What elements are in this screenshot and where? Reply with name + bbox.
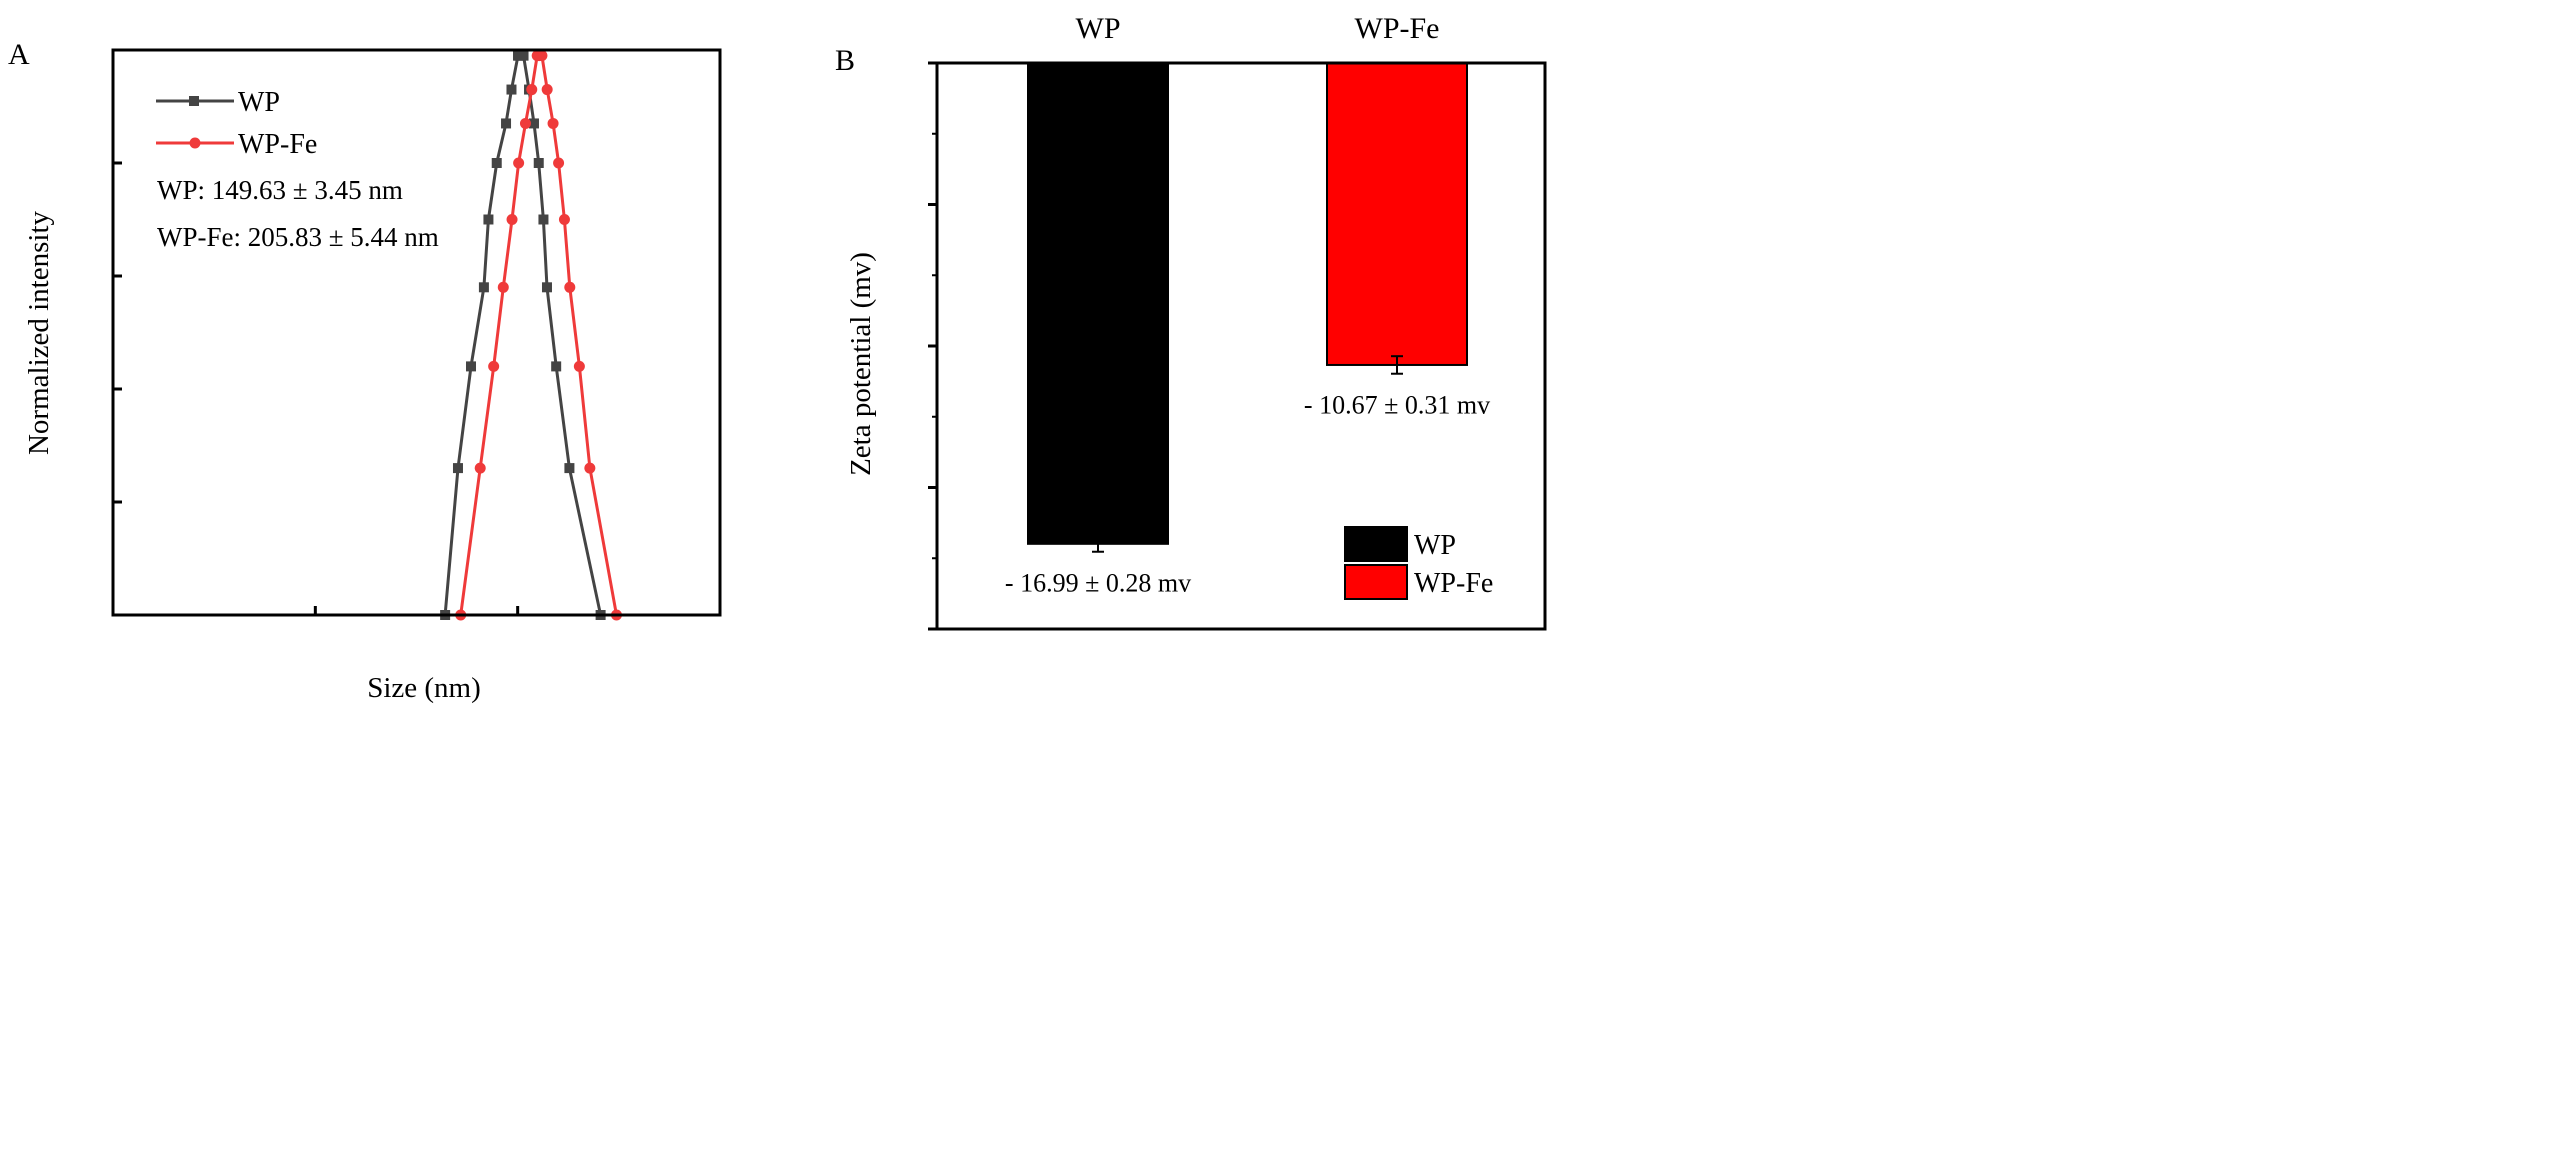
panel-a-legend-label: WP <box>238 87 280 118</box>
panel-b-legend-label: WP <box>1414 530 1456 561</box>
panel-a-wpfe-point <box>513 157 525 169</box>
panel-b-plot-area: - 16.99 ± 0.28 mv WP - 10.67 ± 0.31 mv WP-F… <box>928 12 1490 631</box>
panel-a-xlabel: Size (nm) <box>367 672 481 704</box>
panel-a-wpfe-point <box>519 117 531 129</box>
figure: A Size (nm) Normalized intensity WP WP-Fe… <box>8 12 1547 704</box>
panel-a-wp-point <box>528 118 539 129</box>
panel-a-chart: A Size (nm) Normalized intensity WP WP-Fe… <box>8 38 722 704</box>
panel-a-legend: WP WP-Fe <box>156 87 317 160</box>
panel-a-ylabel: Normalized intensity <box>23 210 55 455</box>
panel-a-wp-point <box>551 361 562 372</box>
panel-a-wpfe-point <box>474 462 486 474</box>
panel-a-wp-point <box>538 214 549 225</box>
panel-b-ylabel: Zeta potential (mv) <box>845 252 877 476</box>
panel-a-wpfe-point <box>488 360 500 372</box>
panel-a-annotation-wp: WP: 149.63 ± 3.45 nm <box>157 175 403 205</box>
panel-a-frame <box>111 48 722 617</box>
panel-b-category-label: WP-Fe <box>1355 12 1440 45</box>
panel-b-letter: B <box>835 44 855 77</box>
panel-a-wp-point <box>452 463 463 474</box>
panel-a-wpfe-point <box>564 281 576 293</box>
panel-b-bar-wp <box>1027 62 1169 545</box>
panel-b-frame <box>935 61 1547 631</box>
panel-a-wp-point <box>541 282 552 293</box>
panel-a-wp-point <box>518 50 529 61</box>
panel-b-legend: WP WP-Fe <box>1344 526 1493 600</box>
panel-a-wp-point <box>491 158 502 168</box>
panel-a-wpfe-point <box>536 50 548 62</box>
panel-b-data-label: - 16.99 ± 0.28 mv <box>1005 569 1191 598</box>
panel-a-wp-point <box>501 118 512 129</box>
panel-a-wpfe-point <box>558 214 570 225</box>
panel-b-legend-swatch <box>1344 564 1408 600</box>
panel-a-legend-marker <box>189 96 199 106</box>
panel-a-wpfe-point <box>547 117 559 129</box>
panel-b-legend-swatch <box>1344 526 1408 562</box>
panel-a-wp-point <box>483 214 494 225</box>
panel-a-wpfe-point <box>541 84 553 96</box>
panel-a-wpfe-point <box>497 281 509 293</box>
panel-b-legend-label: WP-Fe <box>1414 568 1493 599</box>
panel-a-letter: A <box>8 38 30 71</box>
panel-b-chart: B - 16.99 ± 0.28 mv WP - 10.67 ± 0.31 mv WP… <box>835 12 1547 631</box>
panel-a-wpfe-point <box>573 360 585 372</box>
panel-b-data-label: - 10.67 ± 0.31 mv <box>1304 391 1490 420</box>
panel-b-bar-wpfe <box>1326 62 1468 366</box>
panel-a-wp-point <box>564 463 575 474</box>
panel-a-wp-point <box>466 361 477 372</box>
panel-a-wpfe-point <box>553 157 565 169</box>
panel-a-legend-label: WP-Fe <box>238 129 317 160</box>
panel-a-wpfe-point <box>506 214 518 225</box>
panel-a-series-line-wpfe <box>459 54 618 616</box>
panel-b-category-label: WP <box>1076 12 1121 45</box>
panel-a-wpfe-point <box>526 84 538 96</box>
panel-a-legend-marker <box>189 137 201 149</box>
panel-a-plot-area <box>111 48 722 621</box>
panel-a-annotation-wpfe: WP-Fe: 205.83 ± 5.44 nm <box>157 222 439 252</box>
panel-a-wp-point <box>533 158 544 168</box>
panel-a-wp-point <box>478 282 489 293</box>
panel-a-wp-point <box>506 84 517 95</box>
panel-a-wpfe-point <box>584 462 596 474</box>
